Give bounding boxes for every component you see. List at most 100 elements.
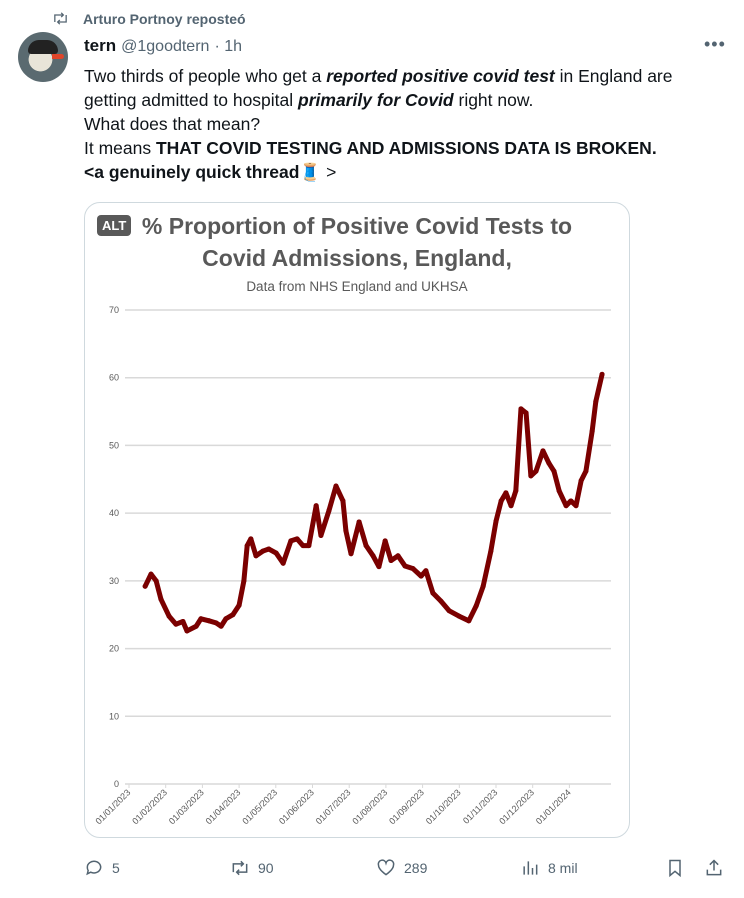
data-point	[540, 448, 546, 454]
like-count: 289	[404, 860, 428, 876]
repost-icon	[54, 12, 67, 25]
data-point	[340, 498, 346, 504]
data-point	[166, 613, 172, 619]
data-point	[508, 503, 514, 509]
data-point	[213, 620, 219, 626]
data-point	[253, 553, 259, 559]
avatar[interactable]	[18, 32, 68, 82]
data-point	[589, 428, 595, 434]
more-options-icon[interactable]: •••	[704, 34, 726, 54]
data-point	[326, 507, 332, 513]
tweet-time[interactable]: · 1h	[214, 38, 243, 55]
y-tick-label: 0	[114, 779, 119, 789]
share-button[interactable]	[704, 858, 724, 878]
x-tick-label: 01/12/2023	[497, 787, 536, 826]
repost-icon	[232, 860, 248, 876]
data-point	[343, 528, 349, 534]
text-span: >	[321, 162, 337, 182]
data-point	[556, 488, 562, 494]
text-bold: <a genuinely quick thread	[84, 162, 300, 182]
share-icon	[706, 859, 722, 876]
data-point	[184, 628, 190, 634]
data-point	[333, 483, 339, 489]
x-tick-label: 01/01/2023	[93, 787, 132, 826]
data-point	[456, 613, 462, 619]
views-chart-icon	[523, 861, 538, 875]
author-name[interactable]: tern	[84, 36, 117, 55]
data-point	[280, 560, 286, 566]
views-button[interactable]: 8 mil	[520, 858, 578, 878]
data-point	[198, 616, 204, 622]
data-point	[306, 543, 312, 549]
data-point	[142, 583, 148, 589]
y-tick-label: 70	[109, 305, 119, 315]
text-span: in England are getting admitted to hospi…	[84, 66, 673, 110]
x-tick-label: 01/01/2024	[534, 787, 573, 826]
data-point	[148, 571, 154, 577]
x-tick-label: 01/10/2023	[424, 787, 463, 826]
data-point	[348, 551, 354, 557]
data-point	[513, 488, 519, 494]
data-point	[551, 468, 557, 474]
series-line	[142, 371, 605, 634]
data-point	[173, 621, 179, 627]
data-point	[493, 518, 499, 524]
tweet-header: tern @1goodtern · 1h	[84, 36, 242, 56]
repost-count: 90	[258, 860, 274, 876]
data-point	[488, 548, 494, 554]
data-point	[528, 473, 534, 479]
tweet-text: Two thirds of people who get a reported …	[84, 64, 724, 184]
data-point	[236, 602, 242, 608]
repost-button[interactable]: 90	[230, 858, 274, 878]
reply-count: 5	[112, 860, 120, 876]
data-point	[260, 548, 266, 554]
data-point	[193, 623, 199, 629]
alt-badge[interactable]: ALT	[97, 215, 132, 236]
data-point	[294, 536, 300, 542]
x-tick-label: 01/08/2023	[350, 787, 389, 826]
bookmark-icon	[669, 859, 681, 878]
data-point	[218, 623, 224, 629]
data-point	[244, 543, 250, 549]
data-point	[382, 538, 388, 544]
x-tick-label: 01/09/2023	[387, 787, 426, 826]
chart-image[interactable]: % Proportion of Positive Covid Tests to …	[84, 202, 630, 838]
bookmark-button[interactable]	[665, 858, 685, 878]
data-point	[466, 618, 472, 624]
data-point	[480, 583, 486, 589]
text-emphasis: reported positive covid test	[326, 66, 555, 86]
x-tick-label: 01/07/2023	[314, 787, 353, 826]
repost-indicator[interactable]: Arturo Portnoy reposteó	[52, 10, 246, 27]
text-bold: THAT COVID TESTING AND ADMISSIONS DATA I…	[155, 138, 657, 158]
reply-icon	[86, 860, 102, 876]
data-point	[593, 398, 599, 404]
data-point	[599, 371, 605, 377]
chart-subtitle: Data from NHS England and UKHSA	[246, 279, 468, 294]
author-handle[interactable]: @1goodtern	[121, 38, 210, 55]
data-point	[273, 550, 279, 556]
data-point	[180, 618, 186, 624]
chart-plot: 0 10 20 30 40 50 60 70 01/01/202301/02/202301/03…	[93, 305, 611, 826]
data-point	[423, 568, 429, 574]
text-span: Two thirds of people who get a	[84, 66, 327, 86]
text-span: right now.	[453, 90, 534, 110]
data-point	[158, 596, 164, 602]
chart-title-line2: Covid Admissions, England,	[202, 245, 512, 271]
like-button[interactable]: 289	[376, 858, 427, 878]
data-point	[418, 573, 424, 579]
data-point	[438, 598, 444, 604]
data-point	[266, 546, 272, 552]
data-point	[583, 468, 589, 474]
data-point	[300, 543, 306, 549]
data-point	[563, 503, 569, 509]
data-point	[223, 616, 229, 622]
data-point	[402, 563, 408, 569]
chart-title-line1: % Proportion of Positive Covid Tests to	[141, 213, 573, 239]
text-line: What does that mean?	[84, 114, 261, 134]
data-point	[318, 532, 324, 538]
y-tick-label: 60	[109, 373, 119, 383]
y-tick-label: 50	[109, 440, 119, 450]
text-emphasis: primarily for Covid	[298, 90, 454, 110]
data-point	[230, 612, 236, 618]
reply-button[interactable]: 5	[84, 858, 120, 878]
